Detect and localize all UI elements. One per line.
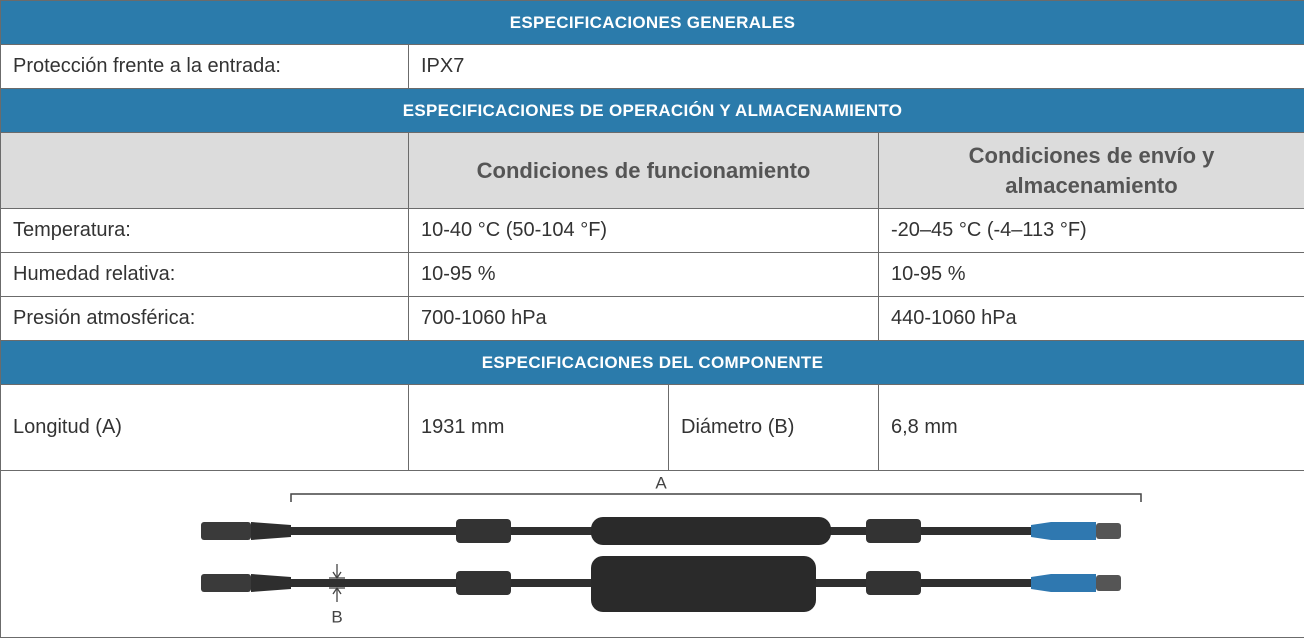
column-header: Condiciones de envío y almacenamiento [879, 133, 1304, 209]
cell: 10-95 % [879, 253, 1304, 297]
cable-top [201, 517, 1121, 545]
cell: Diámetro (B) [669, 385, 879, 471]
cell: 10-40 °C (50-104 °F) [409, 209, 879, 253]
cell: 700-1060 hPa [409, 297, 879, 341]
cell [1, 133, 409, 209]
cell: 1931 mm [409, 385, 669, 471]
cell: IPX7 [409, 45, 1304, 89]
column-header-text: Condiciones de envío y almacenamiento [957, 141, 1227, 201]
cell: -20–45 °C (-4–113 °F) [879, 209, 1304, 253]
cell: 440-1060 hPa [879, 297, 1304, 341]
cable-bottom [201, 556, 1121, 612]
figure-cell: A B [1, 471, 1304, 638]
section-header: ESPECIFICACIONES DE OPERACIÓN Y ALMACENA… [1, 89, 1304, 133]
label-a: A [655, 473, 667, 492]
cell: Temperatura: [1, 209, 409, 253]
cell: Humedad relativa: [1, 253, 409, 297]
cell: 10-95 % [409, 253, 879, 297]
section-header: ESPECIFICACIONES DEL COMPONENTE [1, 341, 1304, 385]
column-header: Condiciones de funcionamiento [409, 133, 879, 209]
section-header: ESPECIFICACIONES GENERALES [1, 1, 1304, 45]
cell: Longitud (A) [1, 385, 409, 471]
cell: 6,8 mm [879, 385, 1304, 471]
dimension-a [291, 494, 1141, 502]
cell: Presión atmosférica: [1, 297, 409, 341]
cable-figure: A B [1, 472, 1303, 637]
label-b: B [331, 607, 342, 626]
cell: Protección frente a la entrada: [1, 45, 409, 89]
